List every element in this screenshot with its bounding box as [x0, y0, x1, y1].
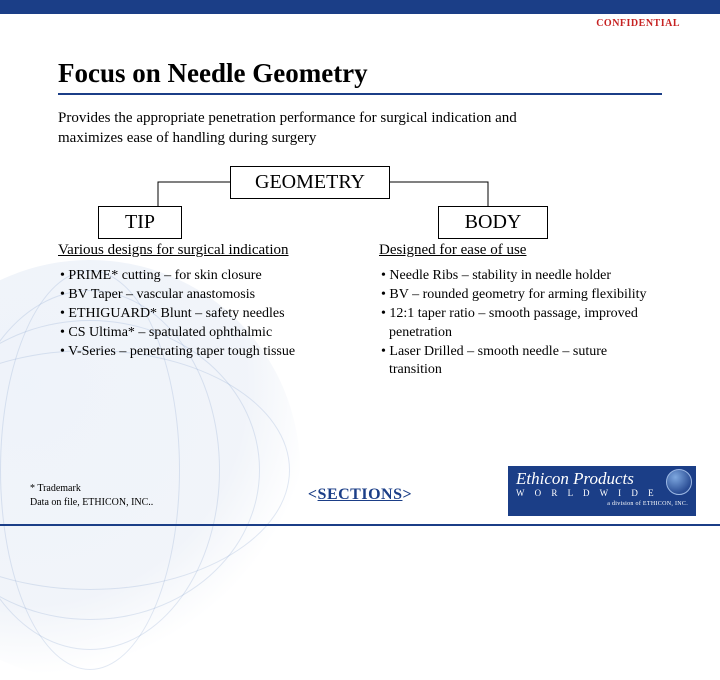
confidential-label: CONFIDENTIAL — [596, 18, 680, 29]
sections-link[interactable]: <SECTIONS> — [308, 486, 412, 504]
brand-name: Ethicon Products — [516, 470, 688, 487]
header-bar — [0, 0, 720, 14]
footnotes: * Trademark Data on file, ETHICON, INC.. — [30, 482, 153, 510]
list-item: Laser Drilled – smooth needle – suture t… — [387, 343, 662, 381]
tip-heading: Various designs for surgical indication — [58, 242, 341, 259]
list-item: 12:1 taper ratio – smooth passage, impro… — [387, 305, 662, 343]
list-item: BV – rounded geometry for arming flexibi… — [387, 286, 662, 305]
footer-rule — [0, 524, 720, 526]
tip-column: Various designs for surgical indication … — [58, 242, 341, 380]
list-item: ETHIGUARD* Blunt – safety needles — [66, 305, 341, 324]
list-item: BV Taper – vascular anastomosis — [66, 286, 341, 305]
page-subtitle: Provides the appropriate penetration per… — [58, 109, 558, 148]
geometry-diagram: GEOMETRY TIP BODY — [58, 166, 662, 236]
list-item: V-Series – penetrating taper tough tissu… — [66, 343, 341, 362]
body-box: BODY — [438, 206, 548, 239]
datafile-note: Data on file, ETHICON, INC.. — [30, 496, 153, 510]
tip-list: PRIME* cutting – for skin closure BV Tap… — [58, 267, 341, 361]
body-column: Designed for ease of use Needle Ribs – s… — [379, 242, 662, 380]
geometry-box: GEOMETRY — [230, 166, 390, 199]
tip-box: TIP — [98, 206, 182, 239]
list-item: PRIME* cutting – for skin closure — [66, 267, 341, 286]
body-list: Needle Ribs – stability in needle holder… — [379, 267, 662, 380]
trademark-note: * Trademark — [30, 482, 153, 496]
brand-worldwide: W O R L D W I D E — [516, 488, 688, 498]
body-heading: Designed for ease of use — [379, 242, 662, 259]
footer: * Trademark Data on file, ETHICON, INC..… — [0, 458, 720, 540]
list-item: CS Ultima* – spatulated ophthalmic — [66, 324, 341, 343]
page-title: Focus on Needle Geometry — [58, 58, 662, 95]
brand-sub: a division of ETHICON, INC. — [516, 501, 688, 507]
globe-icon — [666, 469, 692, 495]
list-item: Needle Ribs – stability in needle holder — [387, 267, 662, 286]
sections-label: SECTIONS — [318, 486, 403, 503]
brand-logo: Ethicon Products W O R L D W I D E a div… — [508, 466, 696, 516]
